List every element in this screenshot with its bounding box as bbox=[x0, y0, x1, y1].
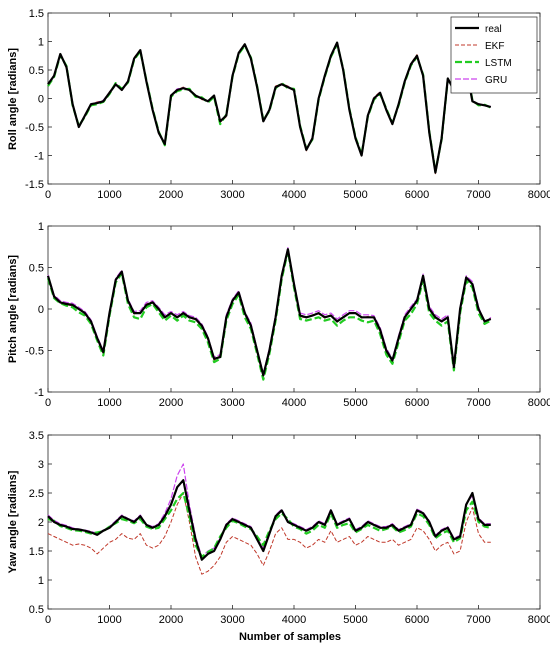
yaw-ylabel: Yaw angle [radians] bbox=[7, 470, 19, 573]
yaw-y-tick-label: 3.5 bbox=[29, 430, 44, 442]
roll-y-tick-label: -0.5 bbox=[25, 122, 44, 134]
roll-x-tick-label: 7000 bbox=[466, 189, 490, 201]
yaw-x-tick-label: 0 bbox=[45, 614, 51, 626]
yaw-angle-chart: 0 1000 2000 3000 4000 5000 6000 7000 8000 0.5 1 1.5… bbox=[7, 430, 550, 626]
yaw-x-tick-label: 6000 bbox=[405, 614, 429, 626]
yaw-x-tick-label: 4000 bbox=[282, 614, 306, 626]
roll-y-tick-label: 1 bbox=[38, 37, 44, 49]
roll-legend: real EKF LSTM GRU bbox=[450, 16, 538, 94]
legend-label-real: real bbox=[485, 24, 502, 35]
pitch-x-tick-label: 4000 bbox=[282, 397, 306, 409]
yaw-y-tick-label: 2 bbox=[38, 517, 44, 529]
yaw-plot-area bbox=[47, 434, 541, 610]
pitch-series-real bbox=[46, 248, 492, 377]
yaw-y-tick-label: 1.5 bbox=[29, 546, 44, 558]
roll-y-tick-label: 1.5 bbox=[29, 8, 44, 20]
pitch-x-tick-label: 6000 bbox=[405, 397, 429, 409]
roll-ylabel: Roll angle [radians] bbox=[7, 48, 19, 150]
yaw-x-tick-label: 8000 bbox=[528, 614, 550, 626]
yaw-y-tick-label: 2.5 bbox=[29, 488, 44, 500]
roll-x-tick-label: 3000 bbox=[220, 189, 244, 201]
roll-x-tick-label: 6000 bbox=[405, 189, 429, 201]
pitch-ylabel: Pitch angle [radians] bbox=[7, 255, 19, 364]
pitch-y-tick-label: 0.5 bbox=[29, 263, 44, 275]
legend-label-ekf: EKF bbox=[485, 41, 504, 52]
roll-angle-chart: 0 1000 2000 3000 4000 5000 6000 7000 8000 -1.5 -1 -… bbox=[7, 8, 550, 201]
roll-x-tick-label: 0 bbox=[45, 189, 51, 201]
pitch-x-tick-label: 0 bbox=[45, 397, 51, 409]
yaw-y-tick-label: 1 bbox=[38, 575, 44, 587]
legend-label-lstm: LSTM bbox=[485, 58, 512, 69]
pitch-x-tick-label: 3000 bbox=[220, 397, 244, 409]
legend-label-gru: GRU bbox=[485, 75, 507, 86]
pitch-x-tick-label: 5000 bbox=[343, 397, 367, 409]
yaw-y-tick-label: 3 bbox=[38, 459, 44, 471]
pitch-y-tick-label: -0.5 bbox=[25, 346, 44, 358]
pitch-plot-area bbox=[47, 225, 541, 393]
roll-x-tick-label: 4000 bbox=[282, 189, 306, 201]
roll-x-tick-label: 8000 bbox=[528, 189, 550, 201]
pitch-y-tick-label: 1 bbox=[38, 221, 44, 233]
yaw-series-real bbox=[47, 479, 491, 561]
yaw-x-tick-label: 5000 bbox=[343, 614, 367, 626]
pitch-x-tick-label: 8000 bbox=[528, 397, 550, 409]
yaw-x-tick-label: 7000 bbox=[466, 614, 490, 626]
yaw-x-tick-label: 1000 bbox=[97, 614, 121, 626]
pitch-x-tick-label: 7000 bbox=[466, 397, 490, 409]
roll-y-tick-label: -1.5 bbox=[25, 179, 44, 191]
pitch-y-tick-label: 0 bbox=[38, 304, 44, 316]
pitch-angle-chart: 0 1000 2000 3000 4000 5000 6000 7000 8000 -1 -0.5 0… bbox=[7, 221, 550, 409]
pitch-x-tick-label: 1000 bbox=[97, 397, 121, 409]
roll-y-tick-label: 0 bbox=[38, 94, 44, 106]
roll-x-tick-label: 1000 bbox=[97, 189, 121, 201]
roll-y-tick-label: -1 bbox=[34, 151, 44, 163]
roll-x-tick-label: 5000 bbox=[343, 189, 367, 201]
yaw-series-lstm bbox=[47, 491, 492, 558]
roll-x-tick-label: 2000 bbox=[159, 189, 183, 201]
roll-legend-box bbox=[450, 16, 538, 94]
yaw-series-ekf bbox=[47, 492, 491, 575]
pitch-y-tick-label: -1 bbox=[34, 387, 44, 399]
pitch-x-tick-label: 2000 bbox=[159, 397, 183, 409]
x-axis-label: Number of samples bbox=[239, 631, 341, 643]
roll-y-tick-label: 0.5 bbox=[29, 65, 44, 77]
yaw-x-tick-label: 2000 bbox=[159, 614, 183, 626]
roll-series-real bbox=[47, 41, 492, 174]
yaw-x-tick-label: 3000 bbox=[220, 614, 244, 626]
yaw-y-tick-label: 0.5 bbox=[29, 604, 44, 616]
